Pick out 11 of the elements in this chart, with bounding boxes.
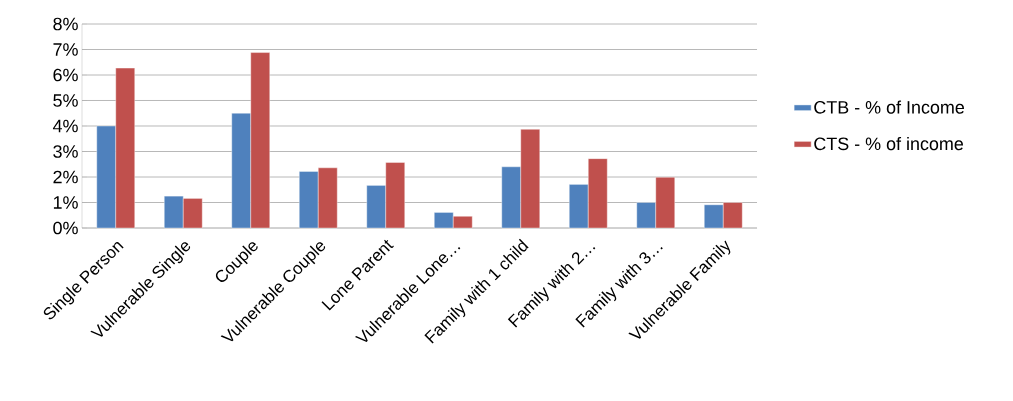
legend-label: CTB - % of Income [814, 100, 965, 114]
y-tick-label: 5% [53, 94, 78, 107]
y-tick-label: 2% [53, 170, 78, 184]
y-tick-label: 1% [53, 196, 78, 209]
legend-label: CTS - % of income [814, 136, 964, 151]
y-tick-label: 4% [52, 119, 78, 133]
y-tick-label: 6% [53, 68, 78, 82]
y-tick-label: 8% [53, 17, 78, 31]
y-tick-label: 0% [53, 221, 78, 235]
y-tick-label: 7% [53, 43, 78, 56]
y-tick-label: 3% [53, 145, 78, 158]
